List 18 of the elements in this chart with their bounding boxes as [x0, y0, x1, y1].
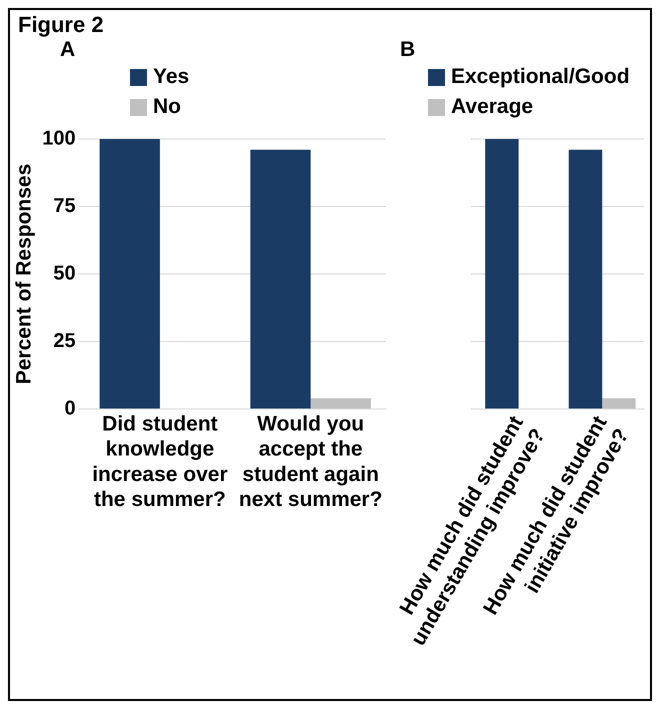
y-tick-label: 100 [42, 128, 76, 150]
y-tick-label: 75 [53, 195, 76, 218]
bar [250, 150, 311, 408]
y-tick-label: 0 [64, 398, 76, 420]
bar [310, 398, 371, 408]
x-tick-label: Did student knowledge increase over the summer? [92, 412, 228, 511]
bar [100, 139, 160, 408]
y-tick-label: 25 [53, 330, 76, 352]
chart-title: A [59, 38, 76, 62]
legend-label: No [153, 95, 181, 119]
caption: Figure 2 [17, 11, 105, 38]
legend-label: Exceptional/Good [451, 65, 630, 89]
chart-title: B [399, 38, 416, 62]
y-axis-title: Percent of Responses [12, 164, 36, 384]
x-tick-label: Would you accept the student again next summer? [238, 412, 382, 511]
legend-label: Yes [153, 65, 190, 89]
y-tick-label: 50 [53, 262, 76, 285]
legend-label: Average [451, 95, 534, 119]
